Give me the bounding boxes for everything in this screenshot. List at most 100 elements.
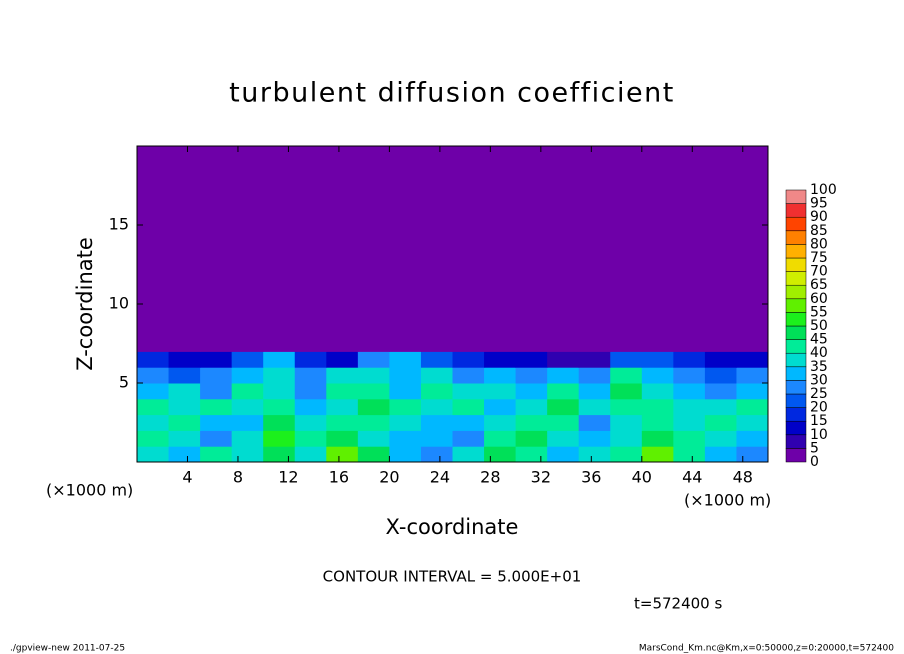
y-tick-label: 15 <box>109 215 129 234</box>
heat-cell <box>578 414 611 431</box>
heat-cell <box>547 430 580 447</box>
heat-cell <box>547 351 580 368</box>
heat-cell <box>547 398 580 416</box>
colorbar-swatch <box>785 325 807 340</box>
heat-cell <box>452 146 485 352</box>
heat-cell <box>263 351 296 368</box>
heat-cell <box>704 446 737 463</box>
heat-cell <box>420 446 453 463</box>
heat-cell <box>326 446 359 463</box>
heat-cell <box>420 383 453 400</box>
colorbar-label: 60 <box>810 291 828 307</box>
heat-cell <box>420 414 453 431</box>
heat-cell <box>547 146 580 352</box>
heat-cell <box>704 367 737 384</box>
colorbar-swatch <box>785 244 807 259</box>
colorbar-swatch <box>785 216 807 232</box>
heat-cell <box>736 146 769 352</box>
x-tick-label: 8 <box>233 468 243 487</box>
heat-cell <box>263 446 296 463</box>
heat-cell <box>294 367 327 384</box>
colorbar-label: 65 <box>810 277 828 293</box>
heat-cell <box>357 146 390 352</box>
heat-cell <box>610 446 643 463</box>
heat-cell <box>263 383 296 400</box>
heat-cell <box>168 351 201 368</box>
heat-cell <box>736 446 769 463</box>
heat-cell <box>389 430 422 447</box>
heat-cell <box>452 414 485 431</box>
colorbar-label: 75 <box>810 250 828 266</box>
y-tick-label: 5 <box>119 373 129 392</box>
heat-cell <box>389 414 422 431</box>
footer-right: MarsCond_Km.nc@Km,x=0:50000,z=0:20000,t=… <box>639 644 894 654</box>
colorbar-swatch <box>785 339 807 354</box>
heat-cell <box>326 367 359 384</box>
heat-cell <box>484 146 517 352</box>
heat-cell <box>610 383 643 400</box>
heat-cell <box>420 146 453 352</box>
heat-cell <box>263 367 296 384</box>
heat-cell <box>294 414 327 431</box>
heat-cell <box>547 446 580 463</box>
heat-cell <box>231 414 264 431</box>
colorbar-swatch <box>785 257 807 272</box>
colorbar-label: 95 <box>810 196 828 212</box>
heat-cell <box>610 414 643 431</box>
heat-cell <box>673 351 706 368</box>
heat-cell <box>704 146 737 352</box>
heat-cell <box>578 383 611 400</box>
heat-cell <box>200 430 233 447</box>
heat-cell <box>357 446 390 463</box>
heat-cell <box>736 351 769 368</box>
colorbar-label: 50 <box>810 318 828 334</box>
heat-cell <box>547 367 580 384</box>
heat-cell <box>137 146 170 352</box>
heat-cell <box>641 446 674 463</box>
x-unit-right: (×1000 m) <box>684 491 771 510</box>
heat-cell <box>673 414 706 431</box>
heat-cell <box>578 398 611 416</box>
x-tick-label: 44 <box>682 468 702 487</box>
heat-cell <box>515 446 548 463</box>
heat-cell <box>736 367 769 384</box>
heat-cell <box>578 430 611 447</box>
heat-cell <box>515 351 548 368</box>
colorbar-label: 15 <box>810 413 828 429</box>
heat-cell <box>389 146 422 352</box>
x-tick-label: 36 <box>581 468 601 487</box>
heat-cell <box>294 446 327 463</box>
heat-cell <box>673 430 706 447</box>
heat-cell <box>673 446 706 463</box>
chart-title: turbulent diffusion coefficient <box>229 78 675 109</box>
heat-cell <box>484 383 517 400</box>
heat-cell <box>137 367 170 384</box>
heat-cell <box>294 146 327 352</box>
heat-cell <box>484 430 517 447</box>
heat-cell <box>200 414 233 431</box>
heat-cell <box>704 383 737 400</box>
heat-cell <box>168 367 201 384</box>
heat-cell <box>547 414 580 431</box>
contour-interval: CONTOUR INTERVAL = 5.000E+01 <box>323 568 582 586</box>
colorbar-label: 5 <box>810 440 819 456</box>
heat-cell <box>294 351 327 368</box>
x-tick-label: 20 <box>379 468 399 487</box>
colorbar-label: 45 <box>810 332 828 348</box>
colorbar-swatch <box>785 271 807 286</box>
colorbar-label: 100 <box>810 182 837 198</box>
colorbar-swatch <box>785 393 807 408</box>
heat-cell <box>515 430 548 447</box>
colorbar-label: 70 <box>810 264 828 280</box>
heat-cell <box>484 367 517 384</box>
heat-cell <box>326 430 359 447</box>
heat-cell <box>704 414 737 431</box>
heat-cell <box>484 446 517 463</box>
x-tick-label: 16 <box>329 468 349 487</box>
heat-cell <box>641 383 674 400</box>
heat-cell <box>641 430 674 447</box>
colorbar-label: 85 <box>810 223 828 239</box>
heat-cell <box>168 398 201 416</box>
heat-cell <box>673 398 706 416</box>
heat-cell <box>452 398 485 416</box>
